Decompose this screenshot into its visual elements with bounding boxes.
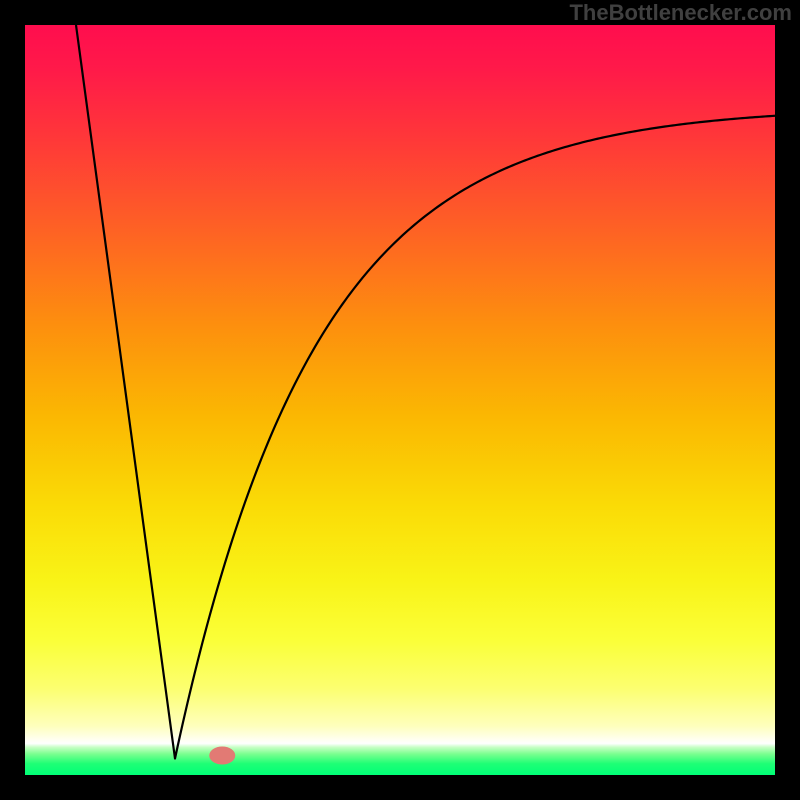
gradient-background — [25, 25, 775, 775]
optimum-marker — [209, 747, 235, 765]
watermark-text: TheBottlenecker.com — [569, 0, 792, 26]
chart-root: TheBottlenecker.com — [0, 0, 800, 800]
chart-svg — [0, 0, 800, 800]
